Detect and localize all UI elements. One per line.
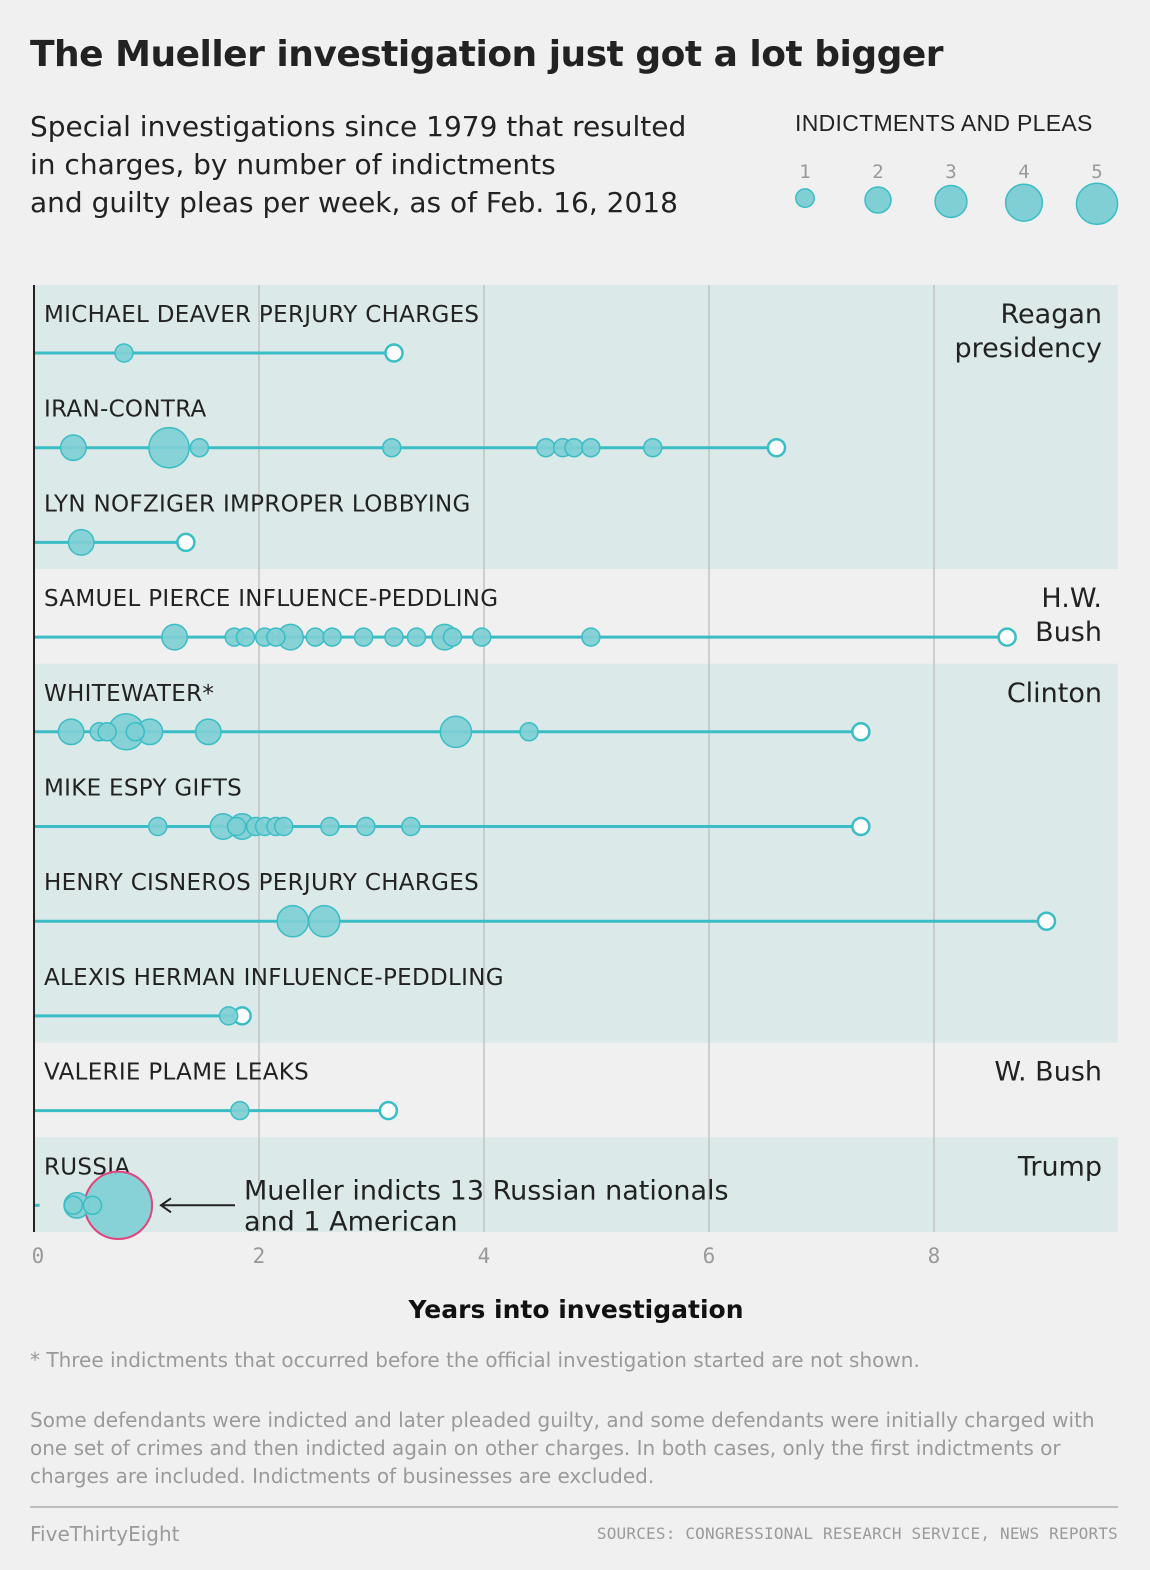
legend-title: INDICTMENTS AND PLEAS <box>795 110 1093 136</box>
indictment-dot <box>353 627 374 647</box>
indictment-dot <box>305 627 325 647</box>
investigation-label: MIKE ESPY GIFTS <box>44 776 242 802</box>
annotation-arrowhead <box>159 1197 172 1214</box>
investigation-end-marker <box>766 437 787 458</box>
legend-size-label: 1 <box>799 161 810 183</box>
indictment-dot <box>59 434 87 462</box>
indictment-dot <box>307 904 341 938</box>
investigation-end-marker <box>1036 911 1057 931</box>
legend-circle <box>795 188 815 209</box>
investigation-label: IRAN-CONTRA <box>44 397 207 423</box>
indictment-dot <box>274 816 294 837</box>
indictment-dot <box>189 437 210 458</box>
presidency-label: presidency <box>954 333 1102 364</box>
indictment-dot <box>276 904 310 938</box>
indictment-dot <box>57 718 85 746</box>
indictment-dot <box>643 437 663 458</box>
indictment-dot <box>67 528 95 556</box>
chart-title: The Mueller investigation just got a lot… <box>30 34 944 75</box>
annotation-text: Mueller indicts 13 Russian nationals <box>244 1175 729 1206</box>
presidency-band <box>34 569 1118 664</box>
indictment-dot <box>97 722 117 742</box>
indictment-dot <box>218 1006 239 1026</box>
indictment-dot <box>519 722 539 742</box>
investigation-label: HENRY CISNEROS PERJURY CHARGES <box>44 870 479 896</box>
indictment-dot <box>148 426 190 469</box>
indictment-dot <box>382 437 402 458</box>
presidency-label: Reagan <box>1000 299 1102 330</box>
chart-subtitle: Special investigations since 1979 that r… <box>30 108 770 222</box>
presidency-label: Trump <box>1017 1151 1102 1182</box>
indictment-dot <box>226 816 247 837</box>
investigation-label: WHITEWATER* <box>44 681 214 707</box>
methodology-note: Some defendants were indicted and later … <box>30 1408 1095 1488</box>
indictment-dot <box>442 627 463 647</box>
presidency-band <box>34 1042 1118 1138</box>
sources-credit: SOURCES: CONGRESSIONAL RESEARCH SERVICE,… <box>596 1524 1118 1543</box>
legend-size-label: 4 <box>1018 161 1029 183</box>
indictment-dot <box>266 627 286 647</box>
presidency-band <box>34 1137 1118 1232</box>
investigation-label: ALEXIS HERMAN INFLUENCE-PEDDLING <box>44 965 504 991</box>
investigation-end-marker <box>851 816 871 837</box>
indictment-dot <box>161 623 189 651</box>
indictment-dot <box>439 715 473 749</box>
legend-circle <box>1004 183 1044 222</box>
legend-size-label: 2 <box>872 161 883 183</box>
x-tick-label: 4 <box>478 1244 491 1268</box>
legend-circle <box>1075 182 1119 226</box>
presidency-label: Clinton <box>1007 678 1102 709</box>
indictment-dot <box>320 816 340 837</box>
investigation-end-marker <box>378 1100 399 1121</box>
investigation-label: LYN NOFZIGER IMPROPER LOBBYING <box>44 491 471 517</box>
presidency-label: H.W. <box>1041 583 1102 614</box>
indictment-dot <box>356 816 376 837</box>
indictment-dot <box>401 816 421 837</box>
subtitle-line: and guilty pleas per week, as of Feb. 16… <box>30 186 678 219</box>
investigation-end-marker <box>384 343 404 363</box>
footer-divider <box>30 1506 1118 1508</box>
indictment-dot <box>406 627 427 647</box>
investigation-end-marker <box>176 532 196 553</box>
investigation-label: VALERIE PLAME LEAKS <box>44 1060 309 1086</box>
subtitle-line: Special investigations since 1979 that r… <box>30 110 687 143</box>
x-tick-label: 0 <box>32 1244 45 1268</box>
investigation-end-marker <box>851 722 871 742</box>
legend-size-label: 5 <box>1091 161 1102 183</box>
indictment-dot <box>581 437 601 458</box>
indictment-dot <box>564 437 584 458</box>
x-axis-label: Years into investigation <box>407 1295 743 1324</box>
indictment-dot <box>82 1195 103 1216</box>
annotation-text: and 1 American <box>244 1206 458 1237</box>
presidency-label: W. Bush <box>994 1057 1102 1088</box>
legend-circle <box>864 186 892 214</box>
indictment-dot <box>125 722 145 742</box>
x-tick-label: 8 <box>928 1244 941 1268</box>
indictment-dot <box>581 627 601 647</box>
presidency-label: Bush <box>1035 617 1102 648</box>
legend-circle <box>934 184 968 219</box>
indictment-dot <box>322 627 342 647</box>
investigation-end-marker <box>997 627 1017 647</box>
indictment-dot <box>114 343 134 363</box>
x-tick-label: 2 <box>253 1244 266 1268</box>
brand-logo: FiveThirtyEight <box>30 1522 180 1546</box>
investigation-label: MICHAEL DEAVER PERJURY CHARGES <box>44 302 479 328</box>
indictment-dot <box>63 1195 84 1216</box>
x-tick-label: 6 <box>703 1244 716 1268</box>
investigation-label: SAMUEL PIERCE INFLUENCE-PEDDLING <box>44 586 498 612</box>
footnote: * Three indictments that occurred before… <box>30 1348 920 1372</box>
indictment-dot <box>235 627 256 647</box>
presidency-band <box>34 285 1118 570</box>
indictment-dot <box>230 1100 250 1121</box>
indictment-dot <box>384 627 404 647</box>
size-legend: 1 2 3 4 5 <box>795 161 1119 226</box>
indictment-dot <box>148 816 168 837</box>
legend-size-label: 3 <box>945 161 956 183</box>
indictment-dot <box>194 718 222 746</box>
indictment-dot <box>472 627 492 647</box>
indictment-dot <box>536 437 556 458</box>
subtitle-line: in charges, by number of indictments <box>30 148 556 181</box>
